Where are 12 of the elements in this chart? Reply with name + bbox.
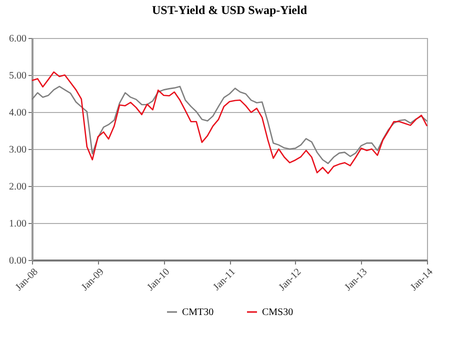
chart-title: UST-Yield & USD Swap-Yield — [152, 3, 308, 17]
legend-label: CMS30 — [262, 307, 294, 318]
y-tick-label: 2.00 — [9, 182, 26, 192]
line-series — [31, 86, 428, 164]
y-tick-label: 5.00 — [9, 70, 26, 82]
legend-label: CMT30 — [182, 307, 214, 318]
y-tick-label: 3.00 — [9, 144, 26, 156]
y-tick-label: 0.00 — [9, 256, 26, 266]
y-tick-label: 4.00 — [9, 108, 26, 118]
y-tick-label: 1.00 — [9, 218, 26, 230]
line-series — [31, 71, 428, 174]
y-tick-label: 6.00 — [9, 34, 26, 44]
